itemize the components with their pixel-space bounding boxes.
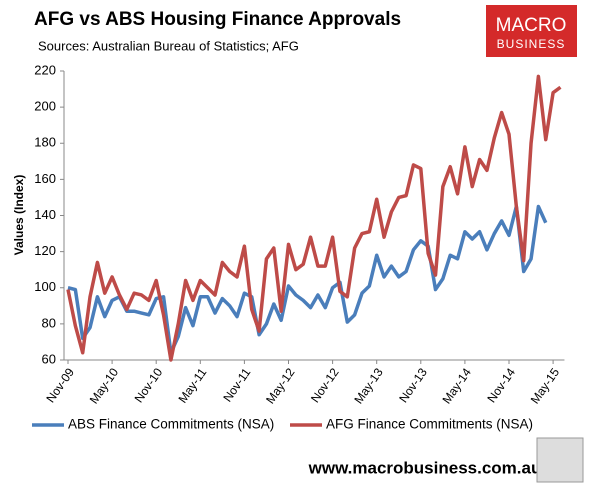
y-tick-label: 80 (42, 315, 56, 330)
series-line (67, 204, 548, 355)
y-axis-label: Values (Index) (12, 175, 26, 256)
legend-label: ABS Finance Commitments (NSA) (68, 417, 274, 432)
legend-label: AFG Finance Commitments (NSA) (326, 417, 533, 432)
y-tick-label: 180 (34, 135, 56, 150)
chart-subtitle: Sources: Australian Bureau of Statistics… (38, 38, 299, 53)
logo-text: MACRO (496, 15, 567, 36)
y-tick-label: 220 (34, 62, 56, 77)
logo-box (486, 5, 577, 57)
wolf-image (536, 437, 584, 483)
y-tick-label: 200 (34, 99, 56, 114)
chart-title: AFG vs ABS Housing Finance Approvals (34, 9, 401, 30)
y-tick-label: 160 (34, 171, 56, 186)
y-tick-label: 120 (34, 243, 56, 258)
series-line (66, 74, 562, 362)
y-tick-label: 100 (34, 279, 56, 294)
footer: www.macrobusiness.com.au (308, 458, 542, 477)
y-tick-label: 60 (42, 351, 56, 366)
y-tick-label: 140 (34, 207, 56, 222)
logo-text: BUSINESS (497, 37, 566, 51)
